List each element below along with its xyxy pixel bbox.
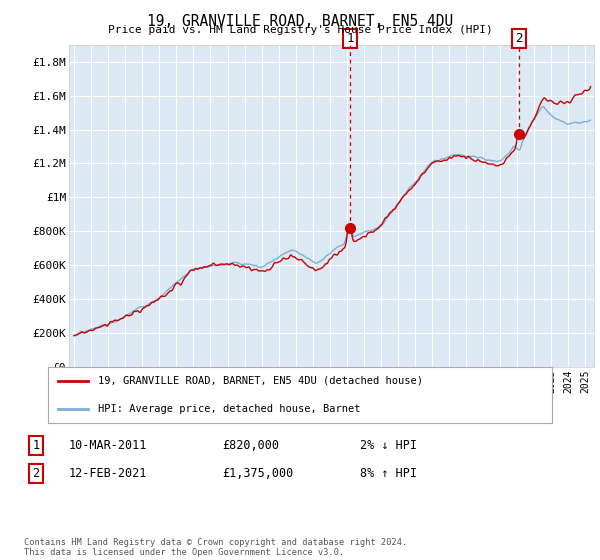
Text: 12-FEB-2021: 12-FEB-2021 (69, 466, 148, 480)
Text: 10-MAR-2011: 10-MAR-2011 (69, 438, 148, 452)
Text: Price paid vs. HM Land Registry's House Price Index (HPI): Price paid vs. HM Land Registry's House … (107, 25, 493, 35)
Text: 1: 1 (32, 438, 40, 452)
Text: 1: 1 (346, 32, 353, 45)
Text: 2: 2 (32, 466, 40, 480)
Text: 2: 2 (515, 32, 523, 45)
Text: 19, GRANVILLE ROAD, BARNET, EN5 4DU (detached house): 19, GRANVILLE ROAD, BARNET, EN5 4DU (det… (98, 376, 424, 386)
Text: 2% ↓ HPI: 2% ↓ HPI (360, 438, 417, 452)
Text: 8% ↑ HPI: 8% ↑ HPI (360, 466, 417, 480)
Text: Contains HM Land Registry data © Crown copyright and database right 2024.
This d: Contains HM Land Registry data © Crown c… (24, 538, 407, 557)
Text: 19, GRANVILLE ROAD, BARNET, EN5 4DU: 19, GRANVILLE ROAD, BARNET, EN5 4DU (147, 14, 453, 29)
Text: HPI: Average price, detached house, Barnet: HPI: Average price, detached house, Barn… (98, 404, 361, 414)
Text: £820,000: £820,000 (222, 438, 279, 452)
Text: £1,375,000: £1,375,000 (222, 466, 293, 480)
